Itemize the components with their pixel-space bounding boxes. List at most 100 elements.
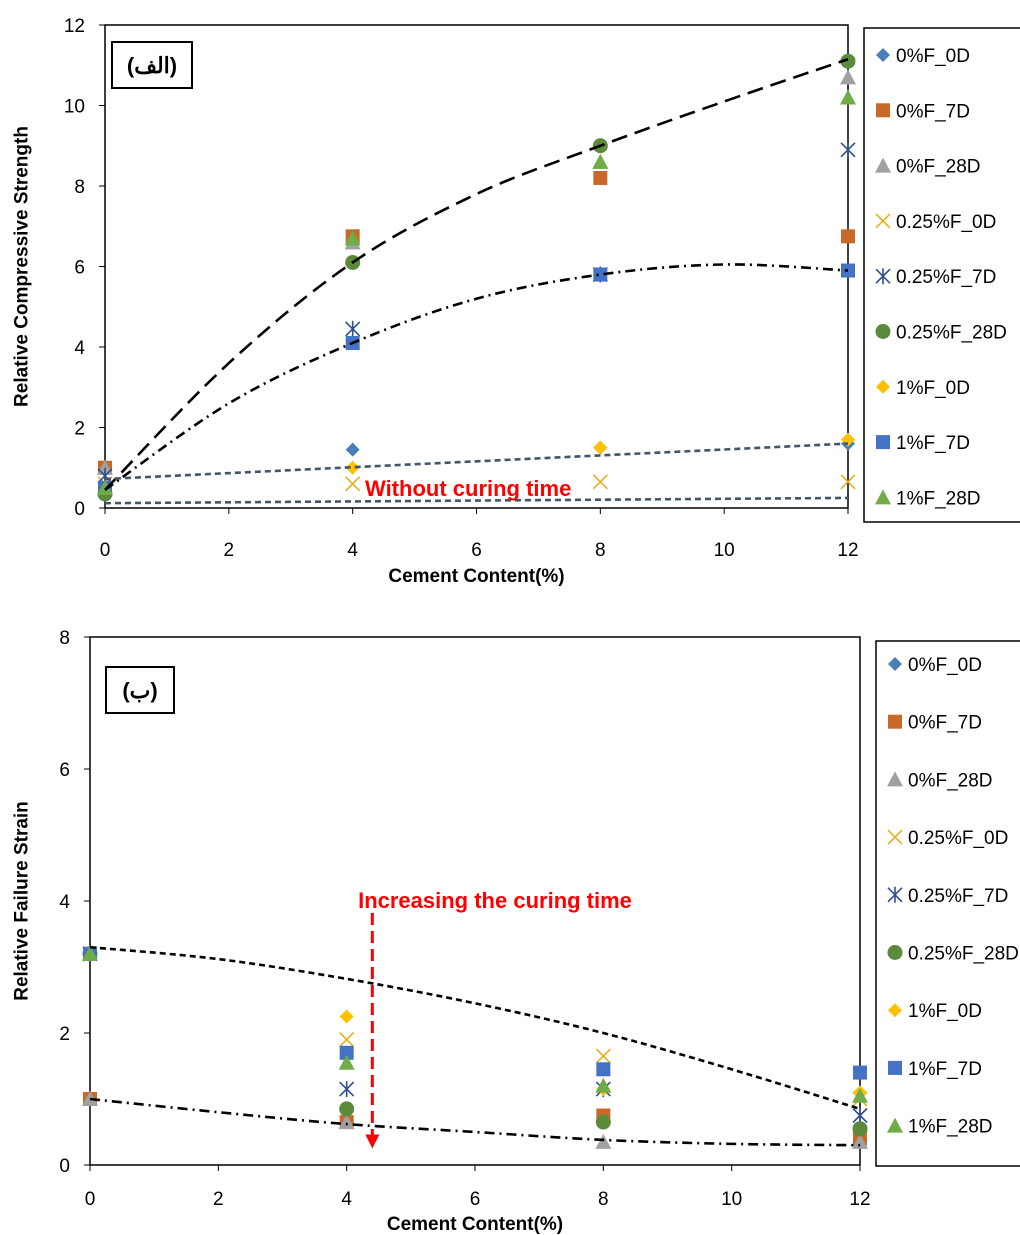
legend-label: 0%F_7D [896,101,970,122]
legend-label: 0.25%F_7D [896,267,996,288]
chart-panel-1: 0 2 4 6 8 10 12 0 2 4 6 8 10 12 Cement Content(%) Relat… [12,16,1020,587]
data-point [840,53,856,69]
x-tick-label: 6 [470,1189,481,1210]
legend-marker [876,435,890,450]
legend-label: 0%F_28D [908,770,993,791]
data-point [595,1048,611,1064]
data-point [593,267,608,282]
data-point [345,460,360,475]
data-point [339,1101,355,1117]
legend-label: 1%F_28D [908,1117,993,1138]
data-point [853,1065,867,1080]
y-tick-label: 2 [74,419,85,440]
data-point [339,1032,355,1048]
data-point [595,1077,612,1093]
legend-label: 0.25%F_28D [908,944,1019,965]
legend-marker [887,945,903,960]
legend-marker [875,268,891,285]
data-point [596,1062,611,1077]
y-tick-label: 6 [74,258,85,279]
y-tick-label: 2 [59,1024,70,1045]
y-tick-label: 4 [59,892,70,913]
x-tick-label: 8 [595,540,606,561]
x-tick-label: 4 [341,1189,352,1210]
trendline [89,1097,861,1147]
data-point [82,945,98,961]
panel-label-box [111,41,193,89]
legend-marker [875,213,891,229]
data-point [339,1045,354,1060]
legend-marker [876,379,890,394]
legend-marker [875,157,891,173]
data-point [593,440,608,455]
legend-marker [887,829,903,845]
y-tick-label: 0 [74,499,85,520]
data-point [840,141,856,158]
x-tick-label: 12 [837,540,858,561]
y-tick-label: 8 [74,177,85,198]
panel-label: (الف) [127,53,177,78]
panel-label: (ب) [122,678,157,703]
legend-marker [888,1060,902,1075]
y-axis-title: Relative Compressive Strength [12,126,33,407]
legend-label: 0.25%F_28D [896,323,1007,344]
trendline [104,263,849,491]
data-point [840,89,856,105]
data-point [345,442,360,457]
data-point [592,153,609,169]
x-axis-title: Cement Content(%) [388,566,564,587]
data-point [841,229,855,244]
chart-panel-2: 0 2 4 6 8 10 12 0 2 4 6 8 Cement Content(%) Relative … [12,628,1020,1235]
trendline [89,945,861,1111]
data-point [344,230,361,246]
legend-label: 0.25%F_0D [908,828,1008,849]
y-tick-label: 4 [74,338,85,359]
y-tick-label: 6 [59,760,70,781]
legend-marker [887,886,903,903]
annotation-text: Without curing time [365,476,571,501]
data-point [840,474,856,490]
y-tick-label: 12 [64,16,85,37]
annotation-arrow-head [365,1134,380,1149]
legend-label: 0%F_28D [896,157,981,178]
legend-label: 1%F_0D [896,378,970,399]
legend-label: 0%F_0D [896,46,970,67]
x-tick-label: 4 [347,540,358,561]
x-tick-label: 12 [849,1189,870,1210]
annotation-text: Increasing the curing time [358,888,632,913]
legend-marker [888,1003,902,1018]
legend-label: 0.25%F_0D [896,212,996,233]
trendline [104,496,849,505]
y-tick-label: 8 [59,628,70,649]
legend-marker [888,714,902,729]
data-point [338,1114,355,1130]
data-point [593,170,608,185]
panel-label-box [105,666,175,714]
legend-label: 1%F_7D [896,433,970,454]
data-point [345,476,361,492]
data-point [840,69,856,85]
x-tick-label: 6 [471,540,482,561]
x-tick-label: 2 [224,540,235,561]
y-tick-label: 10 [64,97,85,118]
y-axis-title: Relative Failure Strain [12,801,33,1001]
data-point [852,1121,868,1137]
y-tick-label: 0 [59,1156,70,1177]
trendline [104,57,849,491]
legend-marker [875,324,891,339]
legend-marker [888,657,902,671]
x-tick-label: 2 [213,1189,224,1210]
x-axis-title: Cement Content(%) [387,1214,563,1235]
legend-label: 1%F_28D [896,488,981,509]
legend-marker [887,1117,903,1133]
legend-marker [887,771,903,787]
x-tick-label: 0 [100,540,111,561]
data-point [852,1133,868,1149]
legend-label: 1%F_7D [908,1059,982,1080]
data-point [97,479,113,495]
data-point [595,1114,611,1130]
data-point [339,1081,355,1098]
trendline [104,442,849,481]
legend-label: 0%F_7D [908,713,982,734]
